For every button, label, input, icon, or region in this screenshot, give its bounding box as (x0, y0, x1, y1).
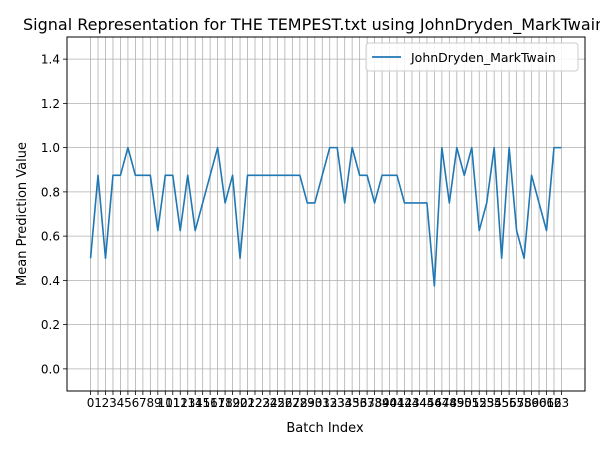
x-tick-label: 44 (412, 396, 427, 410)
y-tick-label: 0.8 (41, 185, 60, 199)
x-tick-label: 26 (277, 396, 292, 410)
x-tick-label: 47 (434, 396, 449, 410)
y-tick-label: 0.4 (41, 274, 60, 288)
chart-title: Signal Representation for THE TEMPEST.tx… (23, 15, 600, 35)
x-tick-label: 4 (117, 396, 125, 410)
x-tick-label: 49 (449, 396, 464, 410)
x-tick-label: 31 (315, 396, 330, 410)
y-ticks: 0.0 0.2 0.4 0.6 0.8 1.0 1.2 1.4 (41, 53, 67, 376)
x-tick-label: 60 (531, 396, 546, 410)
x-tick-label: 21 (240, 396, 255, 410)
x-tick-label: 46 (427, 396, 442, 410)
x-tick-label: 36 (352, 396, 367, 410)
x-tick-label: 13 (180, 396, 195, 410)
x-tick-label: 58 (516, 396, 531, 410)
y-axis-label: Mean Prediction Value (15, 142, 30, 286)
plot-frame (66, 36, 586, 392)
y-tick-label: 0.0 (41, 362, 60, 376)
y-tick-label: 1.4 (41, 53, 60, 67)
x-tick-label: 14 (188, 396, 203, 410)
x-ticks: 0 1 2 3 4 5 6 7 8 9101112131415161718192021222324… (87, 391, 569, 410)
legend: JohnDryden_MarkTwain (365, 42, 579, 72)
x-tick-label: 23 (255, 396, 270, 410)
x-tick-label: 39 (374, 396, 389, 410)
x-tick-label: 40 (382, 396, 397, 410)
x-tick-label: 38 (367, 396, 382, 410)
y-tick-label: 1.0 (41, 141, 60, 155)
x-tick-label: 63 (554, 396, 569, 410)
x-tick-label: 45 (419, 396, 434, 410)
x-tick-label: 48 (442, 396, 457, 410)
x-tick-label: 19 (225, 396, 240, 410)
x-tick-label: 29 (300, 396, 315, 410)
x-axis-label: Batch Index (286, 421, 364, 436)
x-tick-label: 1 (94, 396, 102, 410)
x-tick-label: 33 (330, 396, 345, 410)
x-tick-label: 56 (501, 396, 516, 410)
x-tick-label: 27 (285, 396, 300, 410)
x-tick-label: 22 (247, 396, 262, 410)
x-tick-label: 3 (109, 396, 117, 410)
x-tick-label: 62 (546, 396, 561, 410)
x-tick-label: 42 (397, 396, 412, 410)
x-tick-label: 18 (217, 396, 232, 410)
x-tick-label: 20 (232, 396, 247, 410)
x-tick-label: 8 (147, 396, 155, 410)
x-tick-label: 59 (524, 396, 539, 410)
x-tick-label: 51 (464, 396, 479, 410)
y-tick-label: 0.6 (41, 230, 60, 244)
x-tick-label: 16 (203, 396, 218, 410)
x-tick-label: 53 (479, 396, 494, 410)
x-tick-label: 17 (210, 396, 225, 410)
x-tick-label: 0 (87, 396, 95, 410)
x-tick-label: 43 (404, 396, 419, 410)
x-tick-label: 15 (195, 396, 210, 410)
x-tick-label: 9 (154, 396, 162, 410)
legend-label: JohnDryden_MarkTwain (410, 50, 556, 65)
x-tick-label: 12 (173, 396, 188, 410)
series-line-johndryden-marktwain (89, 146, 562, 287)
x-tick-label: 34 (337, 396, 352, 410)
x-tick-label: 61 (539, 396, 554, 410)
x-tick-label: 52 (472, 396, 487, 410)
x-tick-label: 24 (262, 396, 277, 410)
x-tick-label: 7 (139, 396, 147, 410)
legend-box (365, 42, 579, 72)
grid-lines (67, 37, 585, 391)
x-tick-label: 10 (158, 396, 173, 410)
x-tick-label: 28 (292, 396, 307, 410)
x-tick-label: 50 (457, 396, 472, 410)
x-tick-label: 11 (165, 396, 180, 410)
x-tick-label: 57 (509, 396, 524, 410)
x-tick-label: 35 (345, 396, 360, 410)
y-tick-label: 0.2 (41, 318, 60, 332)
x-tick-label: 54 (487, 396, 502, 410)
plot-area: 0 1 2 3 4 5 6 7 8 9101112131415161718192021222324… (41, 36, 586, 410)
x-tick-label: 37 (359, 396, 374, 410)
x-tick-label: 5 (124, 396, 132, 410)
x-tick-label: 55 (494, 396, 509, 410)
y-tick-label: 1.2 (41, 97, 60, 111)
x-tick-label: 32 (322, 396, 337, 410)
x-tick-label: 41 (389, 396, 404, 410)
x-tick-label: 30 (307, 396, 322, 410)
x-tick-label: 2 (102, 396, 110, 410)
x-tick-label: 25 (270, 396, 285, 410)
x-tick-label: 6 (132, 396, 140, 410)
